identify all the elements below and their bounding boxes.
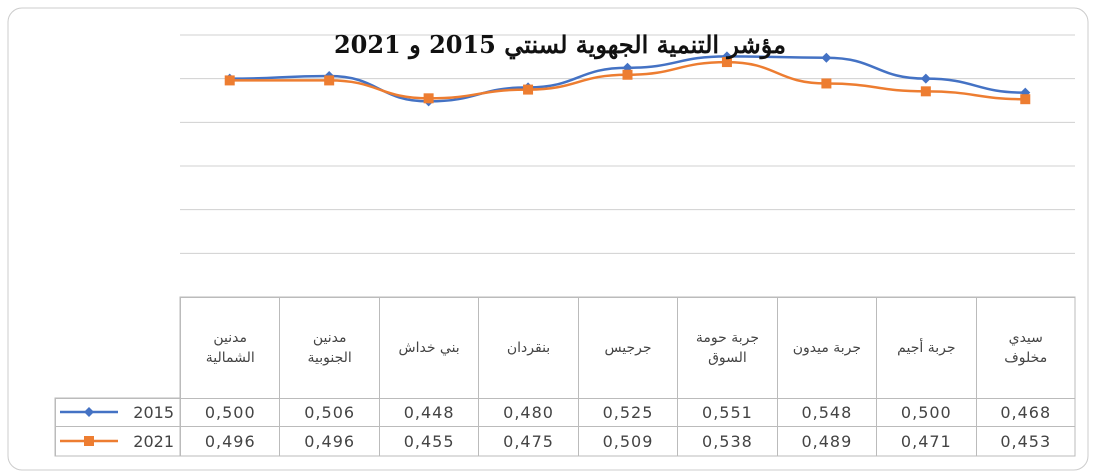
value-cell: 0,496 xyxy=(180,426,280,456)
series-marker xyxy=(1020,94,1031,105)
value-cell: 0,500 xyxy=(180,398,280,426)
series-marker xyxy=(622,69,633,80)
value-cell: 0,489 xyxy=(776,426,877,456)
chart-border xyxy=(7,7,1089,471)
chart-title: مؤشر التنمية الجهوية لسنتي 2015 و 2021 xyxy=(333,30,787,59)
value-cell: 0,551 xyxy=(677,398,777,426)
category-cell: جرجيس xyxy=(577,297,678,398)
category-cell: جربة أجيم xyxy=(876,297,976,398)
value-cell: 0,538 xyxy=(677,426,777,456)
value-cell: 0,471 xyxy=(876,426,976,456)
value-cell: 0,475 xyxy=(478,426,578,456)
value-cell: 0,448 xyxy=(378,398,479,426)
legend-cell: 2015 xyxy=(55,398,180,426)
legend-marker xyxy=(84,436,94,446)
series-marker xyxy=(821,52,832,63)
value-cell: 0,455 xyxy=(378,426,479,456)
series-marker xyxy=(324,75,335,86)
value-cell: 0,548 xyxy=(776,398,877,426)
category-cell: مدنين الجنوبية xyxy=(279,297,379,398)
legend-marker xyxy=(84,407,94,417)
value-cell: 0,480 xyxy=(478,398,578,426)
series-marker xyxy=(920,73,931,84)
value-cell: 0,453 xyxy=(975,426,1075,456)
legend-cell: 2021 xyxy=(55,426,180,456)
series-marker xyxy=(821,78,832,89)
value-cell: 0,506 xyxy=(279,398,379,426)
value-cell: 0,500 xyxy=(876,398,976,426)
category-cell: مدنين الشمالية xyxy=(180,297,280,398)
category-cell: جربة ميدون xyxy=(776,297,877,398)
category-cell: جربة حومة السوق xyxy=(677,297,777,398)
value-cell: 0,468 xyxy=(975,398,1075,426)
category-cell: سيدي مخلوف xyxy=(975,297,1075,398)
category-cell: بني خداش xyxy=(378,297,479,398)
category-cell: بنقردان xyxy=(478,297,578,398)
series-marker xyxy=(224,75,235,86)
series-marker xyxy=(523,84,534,95)
value-cell: 0,496 xyxy=(279,426,379,456)
value-cell: 0,509 xyxy=(577,426,678,456)
series-marker xyxy=(920,86,931,97)
series-marker xyxy=(721,57,732,68)
series-marker xyxy=(423,93,434,104)
value-cell: 0,525 xyxy=(577,398,678,426)
